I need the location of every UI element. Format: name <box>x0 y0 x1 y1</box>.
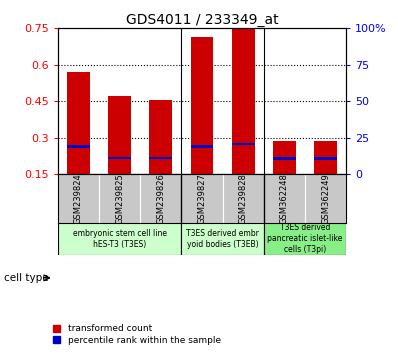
Text: GSM239827: GSM239827 <box>197 173 207 224</box>
Bar <box>273 157 296 160</box>
Bar <box>108 157 131 159</box>
Bar <box>181 223 264 255</box>
Bar <box>191 37 213 174</box>
Bar <box>264 223 346 255</box>
Text: embryonic stem cell line
hES-T3 (T3ES): embryonic stem cell line hES-T3 (T3ES) <box>72 229 166 249</box>
Text: T3ES derived
pancreatic islet-like
cells (T3pi): T3ES derived pancreatic islet-like cells… <box>267 223 343 254</box>
Bar <box>149 100 172 174</box>
Text: GSM362249: GSM362249 <box>321 173 330 224</box>
Bar <box>67 72 90 174</box>
Text: GSM362248: GSM362248 <box>280 173 289 224</box>
Text: GSM239828: GSM239828 <box>239 173 248 224</box>
Bar <box>314 157 337 160</box>
Bar <box>58 223 181 255</box>
Text: cell type: cell type <box>4 273 49 283</box>
Legend: transformed count, percentile rank within the sample: transformed count, percentile rank withi… <box>52 324 222 346</box>
Bar <box>67 145 90 148</box>
Bar <box>191 145 213 148</box>
Title: GDS4011 / 233349_at: GDS4011 / 233349_at <box>126 13 278 27</box>
Bar <box>108 96 131 174</box>
Text: T3ES derived embr
yoid bodies (T3EB): T3ES derived embr yoid bodies (T3EB) <box>186 229 259 249</box>
Bar <box>314 141 337 174</box>
Bar <box>232 28 255 174</box>
Text: GSM239826: GSM239826 <box>156 173 165 224</box>
Text: GSM239824: GSM239824 <box>74 173 83 224</box>
Bar <box>232 143 255 145</box>
Bar <box>149 157 172 159</box>
Text: GSM239825: GSM239825 <box>115 173 124 224</box>
Bar <box>273 141 296 174</box>
